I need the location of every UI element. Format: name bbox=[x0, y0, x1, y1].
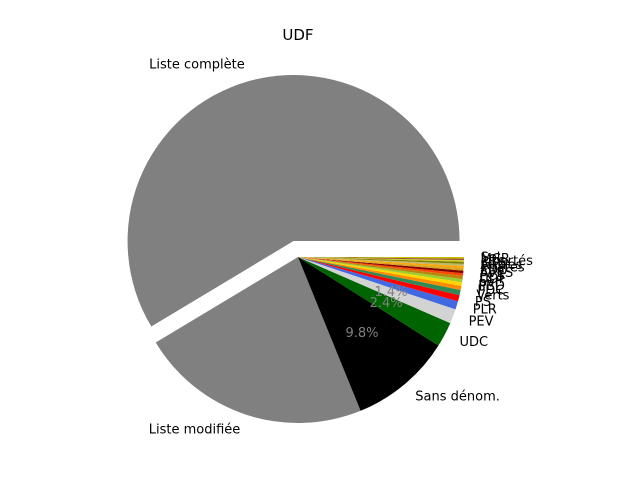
pie-slice-liste-complete bbox=[127, 75, 460, 327]
pie-slice-pev bbox=[298, 257, 456, 324]
pie-slice-aves bbox=[298, 257, 464, 274]
slice-label-sans-denom: Sans dénom. bbox=[415, 389, 500, 404]
slice-label-edu: EDU bbox=[480, 263, 508, 278]
pie-slice-udf bbox=[298, 257, 463, 280]
pie-slice-ps bbox=[298, 257, 460, 302]
pie-slice-verts bbox=[298, 257, 461, 296]
pie-slice-pbd bbox=[298, 257, 463, 286]
chart-title: UDF bbox=[282, 26, 313, 44]
pie-slice-mcr bbox=[298, 257, 464, 261]
pie-slice-sans-denom bbox=[298, 257, 439, 411]
slice-label-autres: Autres bbox=[480, 258, 522, 273]
slice-label-pcs: PCS bbox=[480, 269, 505, 284]
pie-slice-pirates bbox=[298, 257, 464, 269]
slice-label-aves: AVES bbox=[480, 266, 513, 281]
slice-label-udc: UDC bbox=[459, 335, 488, 350]
slice-label-pirates: Pirates bbox=[480, 261, 525, 276]
pct-label-sans-denom: 9.8% bbox=[345, 326, 378, 341]
slice-label-verts: Verts bbox=[476, 289, 509, 304]
percent-labels: 9.8% 2.4%1.4% bbox=[345, 285, 407, 341]
pie-slice-gts bbox=[298, 257, 464, 264]
pie-slice-liste-modifiee bbox=[155, 257, 361, 423]
slice-label-mcr: MCR bbox=[481, 252, 510, 267]
pie-slices bbox=[127, 75, 464, 423]
pct-label-pev: 1.4% bbox=[375, 285, 408, 300]
pie-slice-libertes bbox=[298, 257, 464, 262]
pie-slice-udc bbox=[298, 257, 451, 346]
slice-label-liste-complete: Liste complète bbox=[149, 58, 245, 73]
pie-slice-sol bbox=[298, 257, 464, 259]
pie-slice-pcs bbox=[298, 257, 464, 276]
slice-label-plr: PLR bbox=[473, 303, 497, 318]
slice-label-pbd: PBD bbox=[478, 279, 505, 294]
pie-slice-autres bbox=[298, 257, 464, 266]
slice-label-liste-modifiee: Liste modifiée bbox=[149, 423, 241, 438]
slice-label-libertes: Libertés bbox=[481, 254, 534, 269]
slice-labels: Liste complète Liste modifiée Sans dénom. U… bbox=[149, 58, 533, 438]
slice-label-pev: PEV bbox=[469, 315, 494, 330]
slice-label-gts: GTS bbox=[480, 256, 506, 271]
slice-label-pvl: pvl bbox=[479, 275, 499, 290]
pie-slice-pdc bbox=[298, 257, 462, 290]
slice-label-sol: Sol bbox=[481, 250, 501, 265]
slice-label-udf: UDF bbox=[479, 272, 506, 287]
slice-label-pdc: PDC bbox=[477, 284, 504, 299]
pie-slice-plr bbox=[298, 257, 458, 310]
pie-slice-pvl bbox=[298, 257, 463, 283]
pie-slice-edu bbox=[298, 257, 464, 271]
slice-label-ps: PS bbox=[475, 295, 491, 310]
pct-label-udc: 2.4% bbox=[370, 296, 403, 311]
